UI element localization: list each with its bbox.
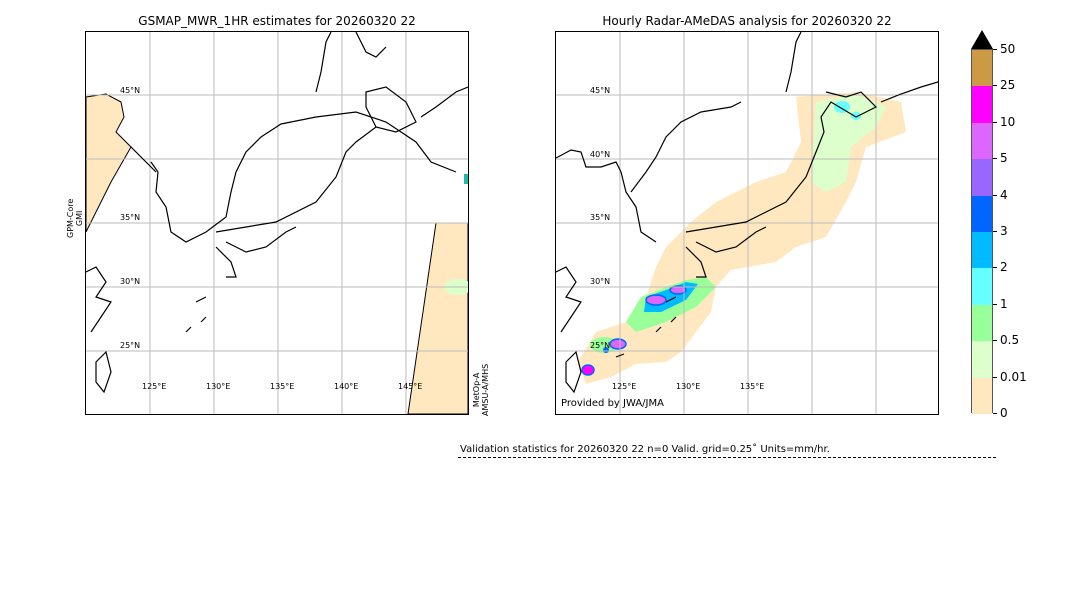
colorbar-tick-label: 25	[1000, 78, 1016, 92]
lat-label-45n: 45°N	[120, 86, 141, 95]
colorbar-tick-label: 4	[1000, 188, 1008, 202]
lon-label-135e: 135°E	[740, 382, 765, 391]
lat-label-30n: 30°N	[120, 277, 141, 286]
right-map-graphic	[556, 32, 938, 414]
data-credit: Provided by JWA/JMA	[561, 398, 664, 409]
lon-label-140e: 140°E	[334, 382, 359, 391]
sensor-label-right: MetOp-A AMSU-A/MHS	[472, 363, 490, 416]
left-map: 45°N 35°N 30°N 25°N 125°E 130°E 135°E 14…	[85, 31, 469, 415]
colorbar-extend-arrow	[971, 30, 993, 49]
colorbar	[971, 49, 993, 414]
lat-label-25n: 25°N	[120, 341, 141, 350]
colorbar-seg-0.01-0.5	[972, 341, 992, 378]
colorbar-seg-4-5	[972, 159, 992, 196]
colorbar-tick-label: 0	[1000, 406, 1008, 420]
colorbar-seg-2-3	[972, 232, 992, 269]
colorbar-seg-25-50	[972, 50, 992, 87]
colorbar-seg-3-4	[972, 195, 992, 232]
colorbar-seg-0-0.01	[972, 377, 992, 414]
left-panel-title: GSMAP_MWR_1HR estimates for 20260320 22	[138, 14, 416, 28]
colorbar-tick-label: 0.01	[1000, 370, 1027, 384]
lon-label-125e: 125°E	[142, 382, 167, 391]
colorbar-tick-label: 10	[1000, 115, 1016, 129]
colorbar-tick-label: 3	[1000, 224, 1008, 238]
left-map-graphic	[86, 32, 468, 414]
lat-label-45n: 45°N	[590, 86, 611, 95]
lat-label-40n: 40°N	[590, 150, 611, 159]
colorbar-seg-5-10	[972, 122, 992, 160]
lon-label-130e: 130°E	[676, 382, 701, 391]
colorbar-tick-label: 5	[1000, 151, 1008, 165]
lat-label-30n: 30°N	[590, 277, 611, 286]
lat-label-35n: 35°N	[590, 213, 611, 222]
colorbar-tick-label: 2	[1000, 260, 1008, 274]
lon-label-135e: 135°E	[270, 382, 295, 391]
lon-label-130e: 130°E	[206, 382, 231, 391]
colorbar-tick-label: 50	[1000, 42, 1016, 56]
right-panel-title: Hourly Radar-AMeDAS analysis for 2026032…	[602, 14, 892, 28]
lat-label-25n: 25°N	[590, 341, 611, 350]
lon-label-125e: 125°E	[612, 382, 637, 391]
lon-label-145e: 145°E	[398, 382, 423, 391]
colorbar-seg-1-2	[972, 268, 992, 305]
colorbar-tick-label: 1	[1000, 297, 1008, 311]
lat-label-35n: 35°N	[120, 213, 141, 222]
sensor-label-left: GPM-Core GMI	[66, 198, 84, 238]
colorbar-seg-10-25	[972, 86, 992, 123]
stats-divider	[458, 457, 996, 458]
colorbar-seg-0.5-1	[972, 304, 992, 342]
colorbar-tick-label: 0.5	[1000, 333, 1020, 347]
validation-statistics: Validation statistics for 20260320 22 n=…	[460, 444, 830, 455]
right-map: 45°N 40°N 35°N 30°N 25°N 125°E 130°E 135…	[555, 31, 939, 415]
